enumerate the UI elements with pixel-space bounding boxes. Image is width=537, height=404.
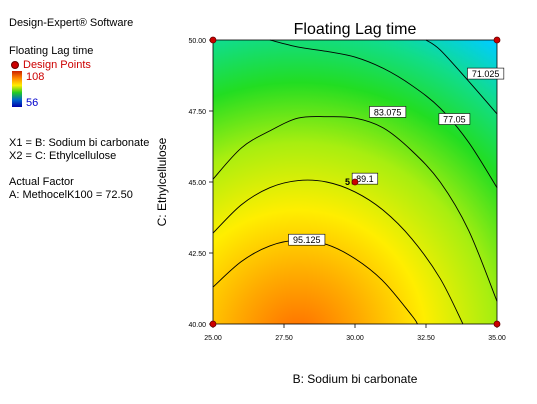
contour-label-2: 83.075: [374, 107, 402, 117]
y-tick-label-0: 40.00: [188, 322, 206, 329]
contour-label-box-3: [438, 113, 471, 125]
contour-lines: 95.125 89.1 83.075 77.05 71.025: [212, 39, 505, 325]
contour-label-3: 77.05: [443, 115, 466, 125]
contour-label-box-1: [351, 172, 379, 185]
design-points: 5: [209, 36, 501, 328]
y-tick-label-3: 47.50: [188, 109, 206, 116]
design-point-4: [493, 320, 501, 328]
response-name: Floating Lag time: [9, 45, 94, 57]
design-points-legend: Design Points: [9, 59, 91, 71]
x-tick-label-1: 27.50: [275, 335, 293, 342]
design-points-label: Design Points: [23, 59, 91, 71]
factor-x1: X1 = B: Sodium bi carbonate: [9, 137, 150, 149]
design-point-count-2: 5: [345, 177, 350, 187]
y-tick-label-2: 45.00: [188, 180, 206, 187]
colorbar-min: 56: [26, 97, 39, 109]
colorbar-max: 108: [26, 71, 45, 83]
axis-ticks: 25.00 27.50 30.00 32.50 35.00 40.00 42.50 45.00…: [188, 38, 505, 342]
design-point-2: [351, 178, 359, 186]
x-tick-label-0: 25.00: [204, 335, 222, 342]
design-point-0: [209, 36, 217, 44]
actual-factor-value: A: MethocelK100 = 72.50: [9, 189, 133, 201]
contour-label-4: 71.025: [472, 69, 500, 79]
contour-label-box-0: [288, 233, 326, 246]
y-tick-label-1: 42.50: [188, 251, 206, 258]
contour-line-3: [269, 39, 498, 188]
chart-title: Floating Lag time: [294, 21, 417, 38]
colorbar: [12, 71, 22, 107]
design-point-1: [493, 36, 501, 44]
contour-label-box-2: [369, 106, 407, 118]
x-tick-label-3: 32.50: [417, 335, 435, 342]
x-tick-label-2: 30.00: [346, 335, 364, 342]
contour-line-1: [212, 179, 464, 325]
design-point-3: [209, 320, 217, 328]
contour-label-1: 89.1: [356, 174, 374, 184]
x-axis-label: B: Sodium bi carbonate: [293, 372, 418, 386]
contour-label-0: 95.125: [293, 235, 321, 245]
contour-line-0: [212, 239, 418, 325]
actual-factor-title: Actual Factor: [9, 176, 74, 188]
x-tick-label-4: 35.00: [488, 335, 506, 342]
contour-line-2: [212, 116, 498, 302]
factor-x2: X2 = C: Ethylcellulose: [9, 150, 117, 162]
contour-label-box-4: [467, 67, 505, 80]
design-point-marker-icon: [11, 61, 19, 70]
y-axis-label: C: Ethylcellulose: [155, 137, 169, 226]
contour-line-4: [425, 39, 498, 115]
y-tick-label-4: 50.00: [188, 38, 206, 45]
software-name: Design-Expert® Software: [9, 17, 134, 29]
